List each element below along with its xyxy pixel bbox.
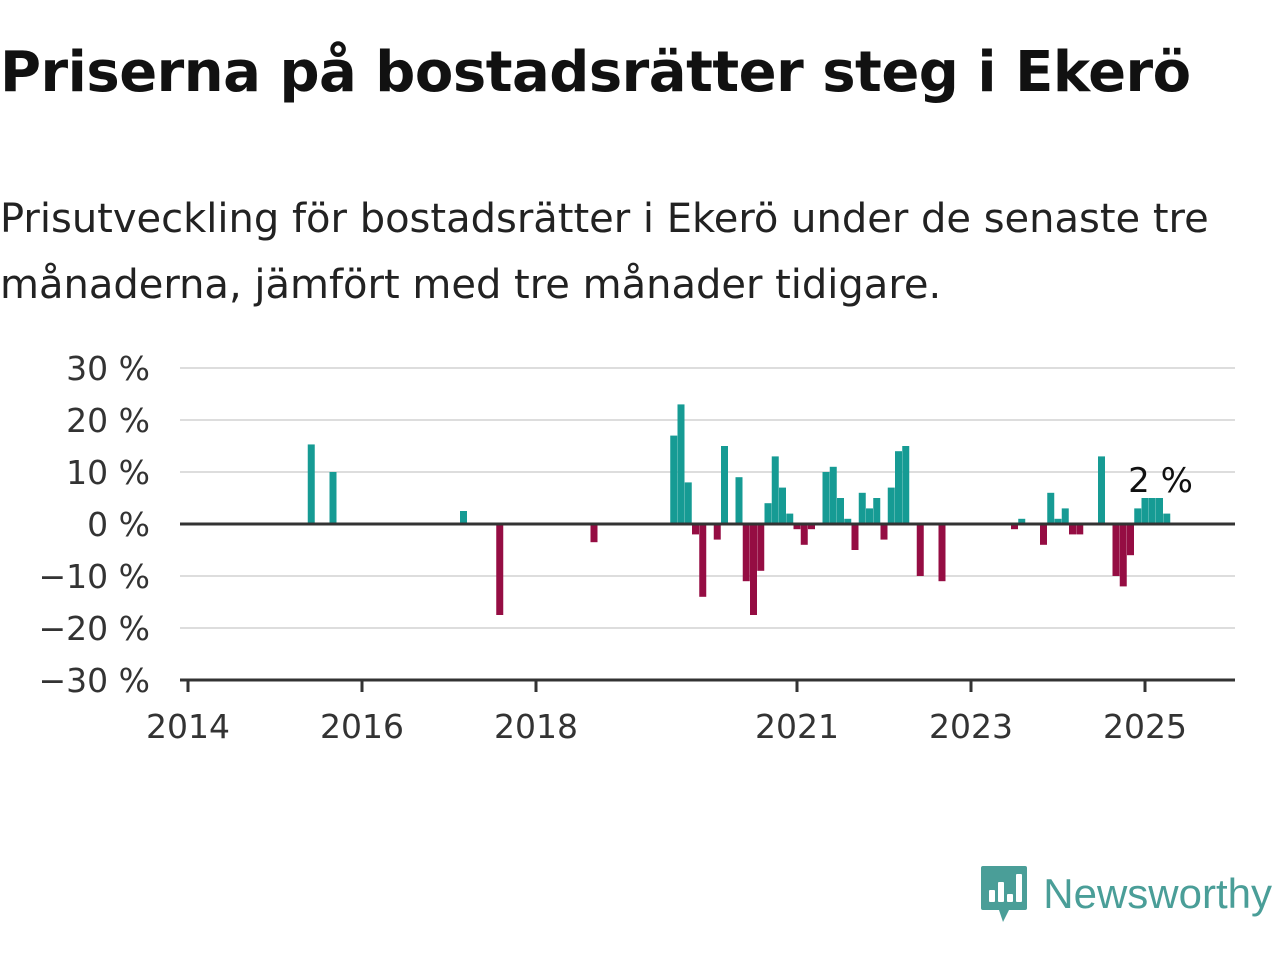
bars [307, 404, 1171, 615]
bar [460, 511, 467, 524]
bar [757, 524, 765, 571]
bar [858, 492, 866, 524]
bar [786, 513, 794, 524]
x-tick-label: 2014 [146, 707, 230, 746]
bar [670, 435, 678, 524]
bar [1061, 508, 1069, 524]
bar-chart: 30 %20 %10 %0 %−10 %−20 %−30 % 2014 2016 2… [39, 349, 1235, 746]
newsworthy-logo: Newsworthy [979, 862, 1272, 926]
bar [902, 446, 910, 524]
bar [844, 518, 852, 524]
bar-chart-speech-bubble-icon [981, 866, 1028, 922]
bar [713, 524, 721, 540]
bar [793, 524, 801, 530]
bar [837, 498, 844, 524]
annotation-label: 2 % [1128, 461, 1193, 501]
y-tick-label: 20 % [66, 401, 150, 440]
bar [916, 524, 924, 576]
bar [822, 472, 830, 524]
bar [866, 508, 873, 524]
y-tick-label: 0 % [87, 505, 150, 544]
bar [742, 524, 750, 582]
y-tick-label: −10 % [39, 557, 151, 596]
chart-title: Priserna på bostadsrätter steg i Ekerö [0, 40, 1191, 105]
grid-lines [180, 367, 1235, 629]
bar [1040, 524, 1047, 545]
bar [677, 404, 685, 524]
bar [1011, 524, 1018, 530]
bar [721, 446, 728, 524]
chart-subtitle: Prisutveckling för bostadsrätter i Ekerö… [0, 196, 1209, 308]
bar [851, 524, 859, 550]
bar [808, 524, 815, 530]
bar [307, 444, 315, 524]
bar [1069, 524, 1076, 535]
bar [1054, 518, 1062, 524]
bar [779, 487, 786, 524]
bar [1127, 524, 1134, 556]
bar [1047, 492, 1055, 524]
bar [590, 524, 598, 543]
y-axis-ticks: 30 % 20 % 10 % 0 % −10 % −20 % −30 % [39, 349, 151, 700]
bar [1098, 456, 1105, 524]
bar [1141, 498, 1149, 524]
bar [750, 524, 757, 615]
bar [829, 466, 837, 524]
bar [1112, 524, 1120, 576]
bar [684, 482, 692, 524]
y-tick-label: −30 % [39, 661, 151, 700]
bar [887, 487, 895, 524]
y-tick-label: 10 % [66, 453, 150, 492]
x-tick-label: 2023 [929, 707, 1013, 746]
bar [329, 472, 337, 524]
bar [938, 524, 946, 582]
x-tick-label: 2016 [320, 707, 404, 746]
x-axis-ticks: 2014 2016 2018 2021 2023 2025 [146, 680, 1187, 746]
bar [699, 524, 707, 597]
logo-text: Newsworthy [1043, 870, 1272, 917]
bar [692, 524, 699, 535]
bar [800, 524, 808, 545]
bar [771, 456, 779, 524]
bar [1148, 498, 1156, 524]
bar [1163, 513, 1171, 524]
bar [1134, 508, 1142, 524]
x-tick-label: 2021 [755, 707, 839, 746]
bar [895, 451, 902, 524]
bar [880, 524, 888, 540]
bar [764, 503, 772, 524]
bar [1119, 524, 1127, 587]
annotations: 2 % [1128, 461, 1193, 501]
bar [496, 524, 504, 615]
axes [180, 522, 1235, 682]
bar [1156, 498, 1163, 524]
y-tick-label: 30 % [66, 349, 150, 388]
bar [1076, 524, 1084, 535]
x-tick-label: 2018 [494, 707, 578, 746]
x-tick-label: 2025 [1103, 707, 1187, 746]
y-tick-label: −20 % [39, 609, 151, 648]
bar [1018, 518, 1026, 524]
bar [735, 477, 743, 524]
bar [873, 498, 881, 524]
